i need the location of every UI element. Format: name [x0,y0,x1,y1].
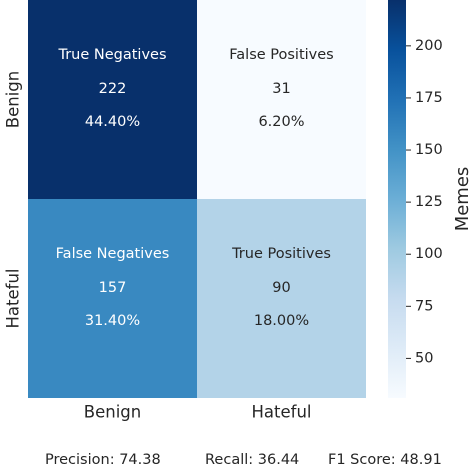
colorbar-tick-label: 200 [415,38,443,54]
cell-label: True Negatives [57,47,166,63]
colorbar-label: Memes [452,167,473,232]
colorbar-ticks: 50 75 100 125 150 175 200 [406,38,443,366]
heatmap-cell-texts: True Negatives 222 44.40% False Positives 31… [56,47,334,329]
cell-count: 222 [99,81,127,97]
x-tick-labels: Benign Hateful [84,403,312,422]
colorbar-tick-label: 50 [415,350,433,366]
heatmap-cell [197,0,366,199]
y-tick-label: Hateful [4,269,23,329]
x-tick-label: Benign [84,403,141,422]
cell-percent: 31.40% [85,313,140,329]
y-tick-labels: Benign Hateful [4,71,23,329]
heatmap-cell [28,199,197,398]
heatmap-cells [28,0,366,398]
colorbar [388,0,406,398]
recall-metric: Recall: 36.44 [205,452,300,468]
cell-percent: 18.00% [254,313,309,329]
cell-count: 157 [99,280,127,296]
cell-label: False Positives [229,47,333,63]
cell-percent: 6.20% [258,114,304,130]
colorbar-gradient [388,0,406,398]
colorbar-tick-label: 175 [415,90,443,106]
heatmap-cell [197,199,366,398]
colorbar-tick-label: 125 [415,194,443,210]
f1-score-metric: F1 Score: 48.91 [328,452,442,468]
cell-count: 90 [272,280,290,296]
heatmap-cell [28,0,197,199]
colorbar-tick-label: 75 [415,298,433,314]
cell-label: True Positives [231,246,331,262]
cell-percent: 44.40% [85,114,140,130]
colorbar-tick-label: 150 [415,142,443,158]
cell-label: False Negatives [56,246,170,262]
precision-metric: Precision: 74.38 [45,452,161,468]
cell-count: 31 [272,81,290,97]
x-tick-label: Hateful [252,403,312,422]
colorbar-tick-label: 100 [415,246,443,262]
y-tick-label: Benign [4,71,23,128]
metrics-row: Precision: 74.38 Recall: 36.44 F1 Score:… [0,452,474,474]
